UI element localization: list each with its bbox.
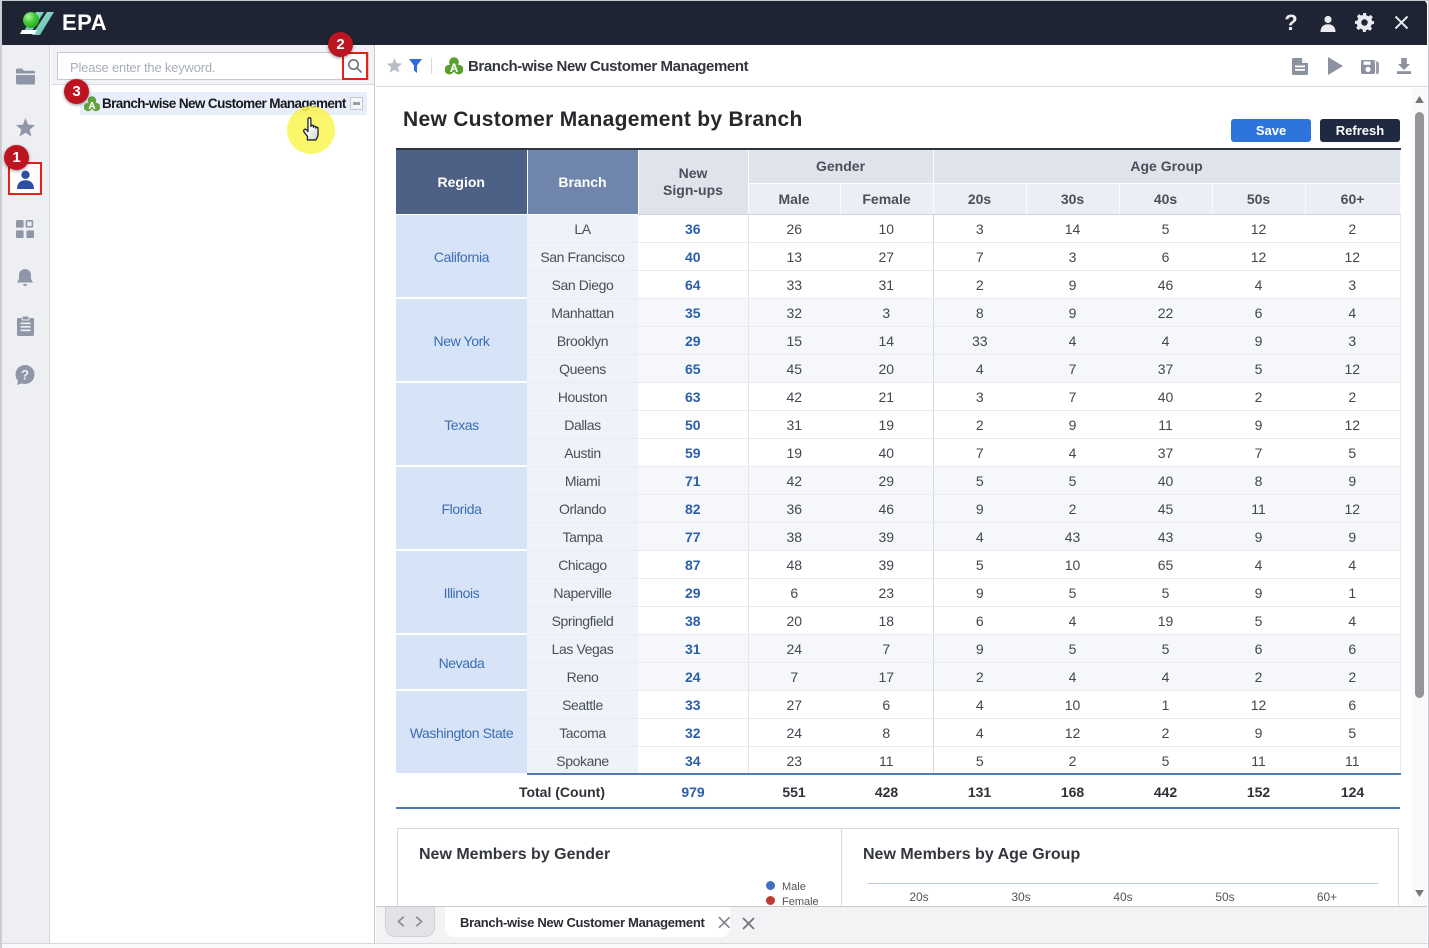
svg-text:A: A [450, 61, 459, 75]
svg-text:?: ? [21, 368, 29, 383]
svg-text:A: A [88, 101, 95, 112]
